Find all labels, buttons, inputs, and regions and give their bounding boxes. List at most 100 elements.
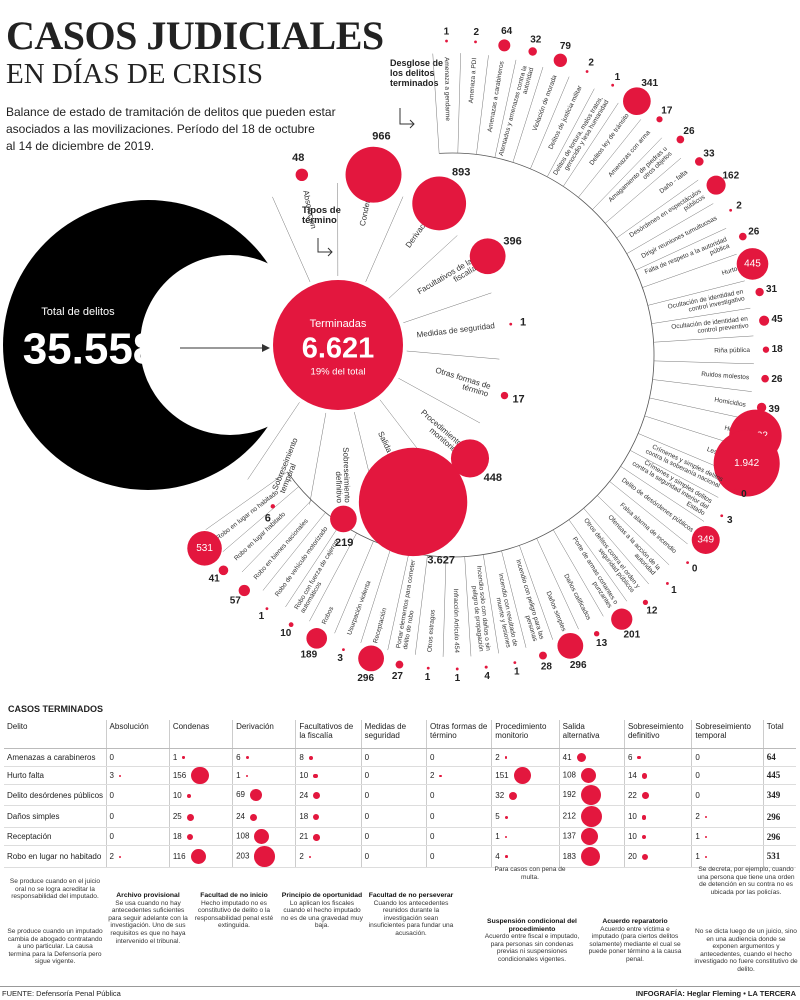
arrow-head: [262, 344, 270, 352]
bubble: [484, 665, 488, 669]
cell-value: 2: [429, 770, 435, 780]
bubble-value: 1.942: [734, 458, 759, 469]
bubble: [611, 608, 633, 630]
bubble: [509, 322, 513, 326]
title: CASOS JUDICIALES: [6, 13, 384, 58]
bubble-value: 26: [683, 126, 695, 137]
cell: 21: [295, 827, 362, 847]
cell-value: 0: [364, 770, 370, 780]
bubble-value: 349: [697, 535, 714, 546]
cell: 349: [762, 784, 796, 807]
cell: 2: [105, 845, 170, 868]
ring-label: Infracción Artículo 454: [452, 588, 461, 654]
cell-value: 296: [766, 811, 781, 822]
bubble: [498, 39, 511, 52]
bubble: [666, 582, 669, 585]
bubble-value: 26: [748, 227, 760, 238]
cell-value: 0: [695, 790, 700, 800]
table-row: Amenazas a carabineros 0 1 6 8 0 0 2 41 6 0 64: [4, 748, 796, 767]
cell: 4: [491, 845, 560, 868]
bubble: [358, 447, 468, 557]
bubble: [412, 176, 467, 231]
bubble-value: 31: [766, 284, 778, 295]
bubble: [736, 248, 769, 280]
cell-dot: [190, 848, 207, 865]
ring-separator: [547, 88, 595, 177]
ring-separator: [647, 280, 745, 306]
cell-dot: [704, 836, 708, 839]
ring-label-group: Medidas de seguridad: [416, 320, 496, 340]
bubble-value: 79: [560, 41, 572, 52]
cell-dot: [704, 855, 708, 859]
bubble-value: 2: [736, 201, 742, 212]
note: Se produce cuando en el juicio oral no s…: [6, 878, 104, 901]
row-label: Robo en lugar no habitado: [4, 845, 107, 868]
bubble-value: 13: [596, 638, 608, 649]
bubble: [330, 505, 357, 533]
cell: 0: [360, 748, 427, 767]
subtitle: EN DÍAS DE CRISIS: [6, 58, 263, 90]
cell: 1: [691, 845, 764, 868]
description: Balance de estado de tramitación de deli…: [6, 104, 336, 155]
bubble-value: 33: [703, 149, 715, 160]
cell-dot: [513, 766, 532, 785]
cell-value: 10: [627, 832, 637, 842]
bubble-value: 0: [692, 563, 698, 574]
bubble-value: 162: [722, 170, 739, 181]
ring-separator: [649, 397, 748, 420]
cell: 0: [691, 784, 764, 807]
cell-dot: [581, 768, 596, 783]
ring-label: Medidas de seguridad: [416, 320, 496, 340]
ring-label-group: Riña pública: [714, 346, 750, 354]
ring-separator: [309, 532, 357, 622]
cell-value: 1: [236, 770, 241, 780]
cell-value: 2: [695, 812, 700, 822]
note-title: Acuerdo reparatorio: [602, 918, 668, 925]
bubble-value: 1: [520, 317, 526, 329]
bubble: [759, 315, 770, 326]
bubble: [686, 561, 689, 564]
cell: 32: [491, 784, 560, 807]
cell-dot: [119, 855, 122, 859]
cell-value: 32: [495, 790, 505, 800]
cell-value: 137: [562, 831, 576, 841]
cell-value: 2: [495, 752, 500, 762]
bubble-value: 3: [337, 653, 343, 664]
bubble: [706, 175, 726, 195]
cell-value: 4: [495, 851, 500, 861]
cell-value: 5: [495, 812, 500, 822]
bubble-value: 3.627: [427, 555, 455, 567]
cell-dot: [641, 792, 649, 800]
cell-value: 0: [364, 832, 370, 842]
cell: 2: [691, 805, 764, 829]
description-line: Balance de estado de tramitación de deli…: [6, 105, 336, 119]
note-text: No se dicta luego de un juicio, sino en …: [694, 928, 798, 973]
cell: 18: [295, 805, 362, 829]
ring-separator: [592, 137, 663, 210]
cell: 10: [168, 784, 233, 807]
cell: 2: [425, 766, 492, 786]
cell-dot: [313, 814, 320, 821]
bubble-value: 1: [615, 72, 621, 83]
description-line: asociados a las movilizaciones. Período …: [6, 122, 315, 136]
cell-dot: [641, 815, 647, 820]
ring-separator: [501, 550, 527, 648]
ring-label: Absolución: [301, 189, 319, 230]
cell-dot: [439, 774, 442, 778]
cell-dot: [641, 853, 649, 861]
ring-separator: [476, 55, 489, 155]
cell: 445: [762, 766, 796, 786]
cell: 2: [295, 845, 362, 868]
ring-separator: [262, 512, 326, 591]
bubble: [729, 208, 733, 212]
table: Delito Absolución Condenas Derivación Facult…: [4, 720, 796, 868]
bubble: [395, 660, 404, 669]
ring-separator: [457, 53, 461, 154]
cell: 108: [232, 827, 296, 847]
ring-separator: [388, 235, 458, 299]
bubble: [623, 87, 651, 116]
bubble-value: 531: [196, 543, 213, 554]
ring-separator: [205, 471, 288, 530]
cell-dot: [254, 829, 270, 845]
row-label: Delito desórdenes públicos: [4, 784, 107, 807]
